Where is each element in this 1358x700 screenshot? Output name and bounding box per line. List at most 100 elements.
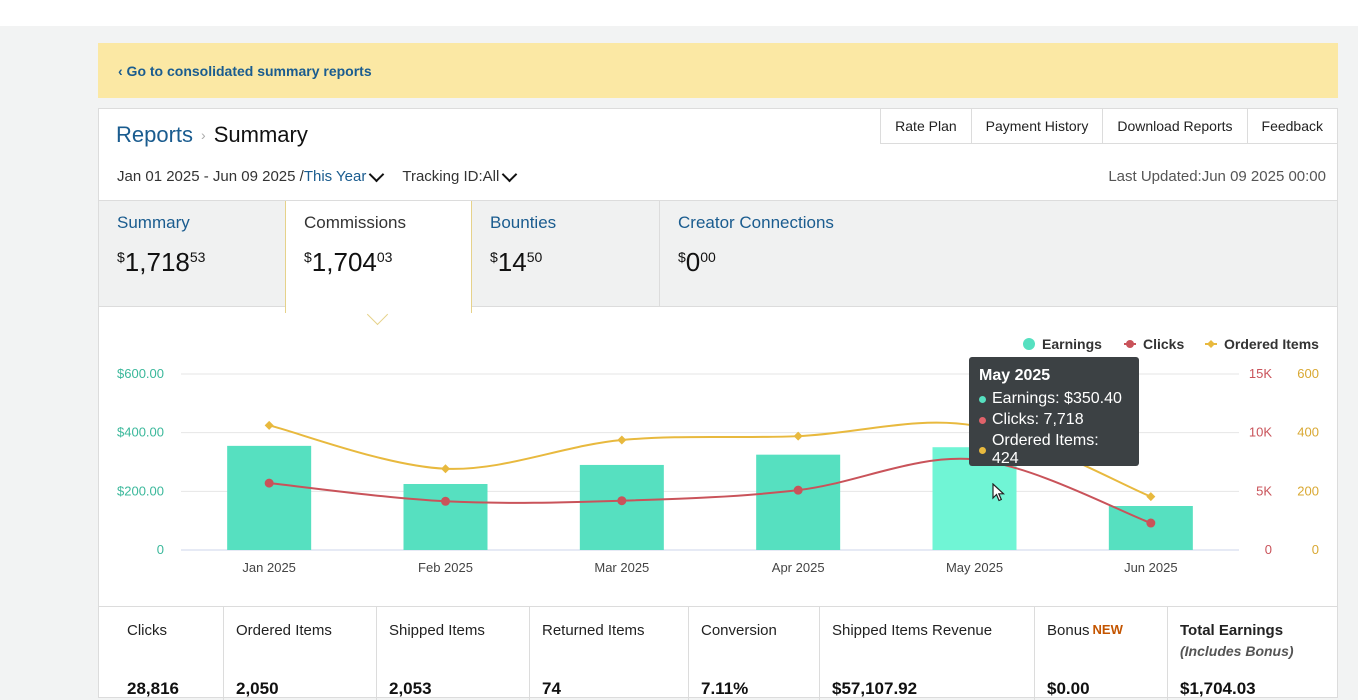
stat-value: 28,816 (127, 679, 179, 698)
last-updated: Last Updated:Jun 09 2025 00:00 (1108, 168, 1326, 185)
tab-commissions[interactable]: Commissions $1,70403 (285, 201, 472, 313)
stat-value: 7.11% (701, 679, 749, 698)
tab-value: $1,70403 (304, 247, 393, 277)
download-reports-button[interactable]: Download Reports (1102, 109, 1247, 144)
clicks-point (264, 478, 274, 488)
stat-label: Returned Items (542, 622, 645, 639)
tab-value: $1450 (490, 247, 543, 277)
tooltip-title: May 2025 (979, 367, 1051, 384)
stat-conversion: Conversion 7.11% (689, 607, 820, 700)
legend-label: Clicks (1143, 336, 1184, 352)
chevron-down-icon[interactable] (502, 166, 518, 183)
right-axis-items-tick: 0 (1312, 542, 1319, 557)
tab-bounties[interactable]: Bounties $1450 (472, 201, 660, 306)
tab-label: Creator Connections (678, 213, 834, 232)
earnings-bar (227, 445, 312, 550)
x-axis-tick: May 2025 (946, 560, 1003, 575)
ordered-items-point (793, 431, 803, 441)
stat-label: Bonus NEW (1047, 622, 1123, 639)
stat-sublabel: (Includes Bonus) (1180, 643, 1294, 659)
left-axis-tick: $600.00 (117, 366, 164, 381)
earnings-bar (756, 454, 841, 550)
stat-ordered-items: Ordered Items 2,050 (224, 607, 377, 700)
stat-total-earnings: Total Earnings (Includes Bonus) $1,704.0… (1168, 607, 1337, 700)
left-axis-tick: $200.00 (117, 483, 164, 498)
consolidated-reports-link[interactable]: ‹ Go to consolidated summary reports (118, 62, 372, 79)
earnings-bar (1108, 506, 1193, 550)
tooltip-row-ordered-items: Ordered Items: 424 (979, 432, 1129, 468)
new-badge: NEW (1092, 622, 1123, 637)
mouse-cursor-icon (992, 483, 1006, 502)
left-axis-tick: $400.00 (117, 425, 164, 440)
stat-clicks: Clicks 28,816 (99, 607, 224, 700)
date-range: Jan 01 2025 - Jun 09 2025 / (117, 168, 304, 185)
earnings-bar (403, 484, 488, 550)
clicks-point (617, 496, 627, 506)
stat-value: $0.00 (1047, 679, 1090, 698)
filter-row: Jan 01 2025 - Jun 09 2025 / This Year Tr… (117, 166, 521, 185)
clicks-point (793, 485, 803, 495)
tooltip-row-clicks: Clicks: 7,718 (979, 411, 1129, 429)
tab-summary[interactable]: Summary $1,71853 (99, 201, 286, 306)
legend-label: Ordered Items (1224, 336, 1319, 352)
x-axis-tick: Feb 2025 (418, 560, 473, 575)
chevron-down-icon[interactable] (369, 166, 385, 183)
reports-panel: Reports › Summary Rate Plan Payment Hist… (98, 108, 1338, 700)
right-axis-items-tick: 200 (1297, 483, 1319, 498)
stat-returned-items: Returned Items 74 (530, 607, 689, 700)
tab-label: Summary (117, 213, 190, 232)
rate-plan-button[interactable]: Rate Plan (880, 109, 971, 144)
stat-value: 2,053 (389, 679, 432, 698)
ordered-items-point (617, 435, 627, 445)
stat-shipped-items: Shipped Items 2,053 (377, 607, 530, 700)
tab-creator-connections[interactable]: Creator Connections $000 (660, 201, 920, 306)
breadcrumb: Reports › Summary (116, 122, 308, 148)
earnings-bar (579, 464, 664, 550)
x-axis-tick: Jan 2025 (242, 560, 296, 575)
earnings-chart[interactable]: 0 $200.00 $400.00 $600.00 0 5K 10K 15K 0 200 400 60… (99, 314, 1337, 604)
stat-value: 74 (542, 679, 561, 698)
right-axis-items-tick: 400 (1297, 425, 1319, 440)
stat-value: $1,704.03 (1180, 679, 1256, 698)
consolidated-banner: ‹ Go to consolidated summary reports (98, 43, 1338, 98)
tab-label: Commissions (304, 213, 407, 232)
stat-bonus: Bonus NEW $0.00 (1035, 607, 1168, 700)
breadcrumb-reports-link[interactable]: Reports (116, 122, 194, 147)
top-buttons: Rate Plan Payment History Download Repor… (880, 109, 1337, 144)
tab-value: $1,71853 (117, 247, 206, 277)
feedback-button[interactable]: Feedback (1246, 109, 1337, 144)
right-axis-items-tick: 600 (1297, 366, 1319, 381)
x-axis-tick: Mar 2025 (594, 560, 649, 575)
stat-shipped-items-revenue: Shipped Items Revenue $57,107.92 (820, 607, 1035, 700)
tooltip-row-earnings: Earnings: $350.40 (979, 390, 1129, 408)
stat-value: $57,107.92 (832, 679, 918, 698)
right-axis-clicks-tick: 0 (1265, 542, 1272, 557)
x-axis-tick: Jun 2025 (1124, 560, 1178, 575)
payment-history-button[interactable]: Payment History (970, 109, 1103, 144)
right-axis-clicks-tick: 10K (1249, 425, 1272, 440)
chart-tooltip: May 2025 Earnings: $350.40 Clicks: 7,718… (969, 357, 1139, 468)
stat-label: Total Earnings (1180, 622, 1284, 639)
legend-items-marker (1207, 340, 1215, 348)
right-axis-clicks-tick: 5K (1256, 483, 1272, 498)
x-axis-tick: Apr 2025 (772, 560, 825, 575)
ordered-items-point (441, 464, 450, 474)
stat-label: Ordered Items (236, 622, 332, 639)
left-axis-tick: 0 (157, 542, 164, 557)
period-dropdown[interactable]: This Year (303, 168, 367, 185)
ordered-items-point (1146, 492, 1156, 502)
clicks-point (1146, 518, 1156, 528)
clicks-point (441, 496, 450, 506)
breadcrumb-separator: › (201, 127, 206, 143)
legend-label: Earnings (1042, 336, 1102, 352)
top-bar (0, 0, 1358, 26)
legend-earnings-marker (1023, 338, 1035, 350)
tracking-id-dropdown[interactable]: Tracking ID:All (402, 168, 500, 185)
stat-value: 2,050 (236, 679, 279, 698)
tab-label: Bounties (490, 213, 557, 232)
stat-label: Conversion (701, 622, 777, 639)
ordered-items-point (264, 420, 274, 430)
summary-tabs: Summary $1,71853 Commissions $1,70403 Bo… (99, 200, 1337, 313)
page-title: Summary (213, 122, 308, 147)
tab-value: $000 (678, 247, 716, 277)
